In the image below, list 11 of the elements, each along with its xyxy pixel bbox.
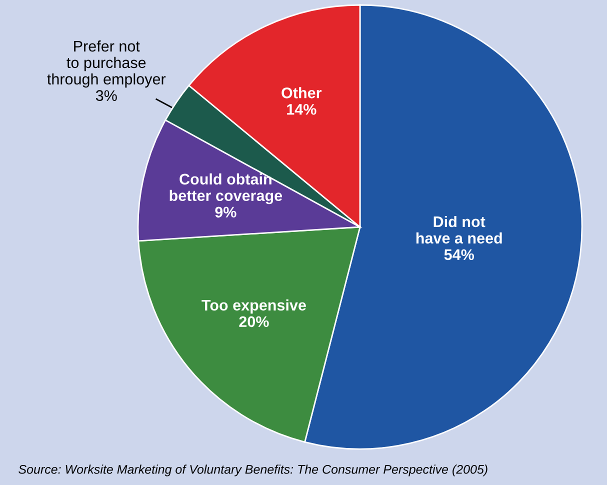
slice-label: Did not have a need [416, 216, 502, 244]
slice-label: Prefer not to purchase through employer [47, 40, 166, 88]
slice-label: Other [282, 87, 322, 98]
data-label: 20% [239, 316, 269, 328]
data-label: 14% [287, 104, 316, 115]
data-label: 54% [444, 249, 474, 260]
source-note: Source: Worksite Marketing of Voluntary Benefits: The Consumer Perspective (2005) [18, 464, 488, 476]
slice-label: Too expensive [202, 299, 306, 314]
data-label: 9% [215, 206, 236, 218]
slice-label: Could obtain better coverage [170, 173, 282, 204]
data-label: 3% [96, 90, 117, 102]
